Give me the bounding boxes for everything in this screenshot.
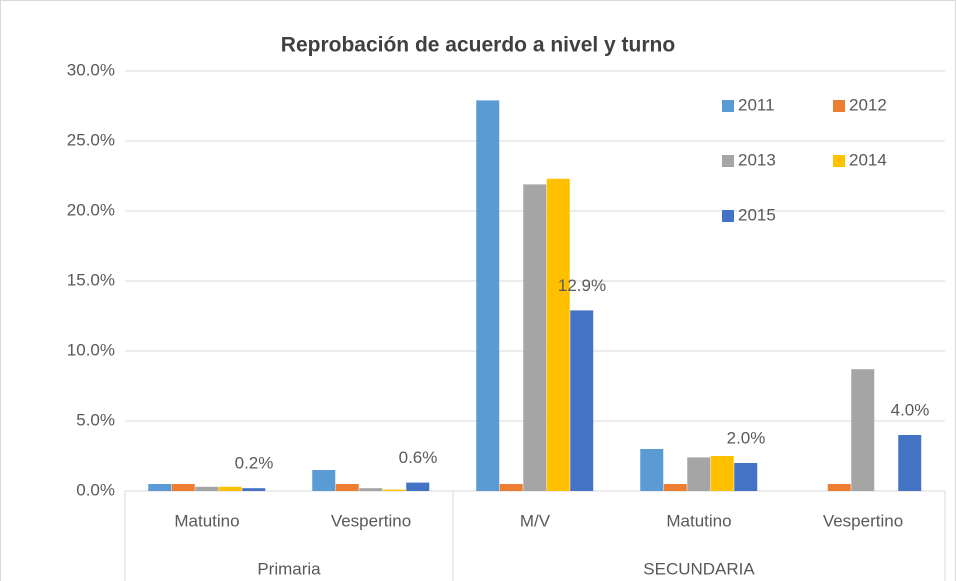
x-tick-label: Vespertino bbox=[823, 511, 903, 530]
bar bbox=[687, 457, 711, 491]
y-tick-label: 5.0% bbox=[76, 410, 115, 429]
x-tick-label: Vespertino bbox=[331, 511, 411, 530]
data-label: 2.0% bbox=[727, 428, 766, 447]
bar bbox=[242, 488, 266, 491]
x-tick-label: M/V bbox=[520, 511, 551, 530]
bar bbox=[148, 484, 172, 491]
bar bbox=[640, 449, 664, 491]
legend-label: 2014 bbox=[849, 150, 887, 169]
bar bbox=[476, 100, 500, 492]
data-label: 0.2% bbox=[235, 454, 274, 473]
x-tick-label: Matutino bbox=[666, 511, 731, 530]
bar bbox=[523, 184, 547, 491]
bar bbox=[406, 482, 430, 491]
legend-label: 2012 bbox=[849, 95, 887, 114]
legend-swatch bbox=[722, 100, 734, 112]
data-label: 0.6% bbox=[399, 448, 438, 467]
x-tick-label: Matutino bbox=[174, 511, 239, 530]
bar bbox=[663, 484, 687, 491]
bar bbox=[898, 435, 922, 491]
group-label: Primaria bbox=[257, 559, 321, 578]
y-tick-label: 0.0% bbox=[76, 480, 115, 499]
y-tick-label: 30.0% bbox=[67, 60, 115, 79]
bar bbox=[382, 489, 406, 491]
bar bbox=[827, 484, 851, 491]
bar bbox=[218, 486, 242, 491]
bar bbox=[312, 470, 336, 491]
bar bbox=[546, 178, 570, 492]
legend-swatch bbox=[722, 210, 734, 222]
y-tick-label: 15.0% bbox=[67, 270, 115, 289]
bar bbox=[195, 486, 219, 491]
chart-title: Reprobación de acuerdo a nivel y turno bbox=[281, 34, 675, 57]
bar bbox=[851, 369, 875, 491]
legend-swatch bbox=[833, 155, 845, 167]
bar bbox=[570, 310, 594, 491]
y-tick-label: 10.0% bbox=[67, 340, 115, 359]
data-label: 12.9% bbox=[558, 276, 606, 295]
bar bbox=[734, 463, 758, 491]
y-tick-label: 25.0% bbox=[67, 130, 115, 149]
bar bbox=[335, 484, 359, 491]
data-label: 4.0% bbox=[891, 400, 930, 419]
legend-label: 2015 bbox=[738, 205, 776, 224]
bar bbox=[710, 456, 734, 491]
group-label: SECUNDARIA bbox=[643, 559, 755, 578]
legend-swatch bbox=[722, 155, 734, 167]
legend-label: 2011 bbox=[738, 95, 775, 114]
legend-label: 2013 bbox=[738, 150, 776, 169]
bar bbox=[171, 484, 195, 491]
bar bbox=[499, 484, 523, 491]
bar bbox=[359, 488, 383, 491]
y-tick-label: 20.0% bbox=[67, 200, 115, 219]
legend-swatch bbox=[833, 100, 845, 112]
